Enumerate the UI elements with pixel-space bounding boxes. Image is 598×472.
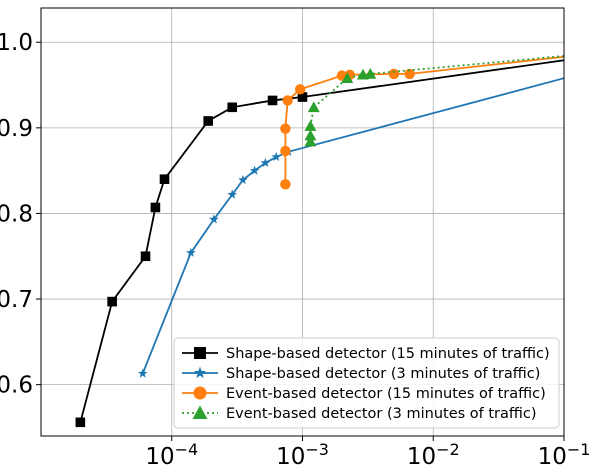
legend-marker — [192, 405, 208, 419]
legend: Shape-based detector (15 minutes of traf… — [173, 337, 560, 429]
data-point — [140, 251, 151, 262]
data-point — [304, 135, 317, 147]
data-point — [271, 151, 282, 162]
series-layer — [75, 55, 565, 428]
data-point — [297, 92, 308, 102]
data-point — [341, 72, 354, 83]
legend-label: Shape-based detector (3 minutes of traff… — [226, 366, 540, 382]
x-tick-label: 10−4 — [145, 440, 198, 470]
legend-item-shape-based-detector-15-minutes-of-traffic: Shape-based detector (15 minutes of traf… — [182, 346, 550, 362]
data-point — [280, 145, 291, 157]
series-event-based-detector-15-minutes-of-traffic — [280, 55, 565, 190]
y-tick-label: 0.8 — [0, 201, 33, 227]
series-shape-based-detector-3-minutes-of-traffic — [137, 77, 565, 378]
data-point — [150, 202, 161, 213]
data-point — [304, 120, 317, 131]
data-point — [307, 101, 320, 113]
y-tick-label: 0.9 — [0, 116, 33, 142]
legend-marker — [193, 386, 207, 400]
data-point — [209, 214, 219, 224]
series-line — [284, 55, 565, 185]
y-tick-label: 0.7 — [0, 287, 33, 313]
legend-marker — [193, 366, 207, 379]
legend-box — [173, 337, 560, 429]
x-tick-label: 10−1 — [538, 440, 591, 470]
data-point — [304, 129, 317, 141]
tick-labels: 0.6 0.7 0.8 0.9 1.0 10−4 10−3 10−2 10−1 — [0, 30, 590, 470]
legend-marker — [194, 347, 206, 359]
legend-label: Shape-based detector (15 minutes of traf… — [226, 346, 550, 362]
data-point — [388, 68, 400, 80]
x-tick-label: 10−3 — [276, 440, 329, 470]
data-point — [249, 165, 260, 175]
data-point — [227, 102, 238, 113]
data-point — [186, 247, 196, 257]
legend-label: Event-based detector (3 minutes of traff… — [226, 406, 537, 422]
data-point — [227, 189, 238, 199]
axes — [36, 7, 565, 441]
legend-item-shape-based-detector-3-minutes-of-traffic: Shape-based detector (3 minutes of traff… — [182, 366, 540, 382]
y-tick-label: 0.6 — [0, 373, 33, 399]
data-point — [203, 116, 213, 126]
data-point — [280, 179, 291, 190]
legend-label: Event-based detector (15 minutes of traf… — [226, 386, 546, 402]
legend-item-event-based-detector-15-minutes-of-traffic: Event-based detector (15 minutes of traf… — [182, 386, 546, 402]
data-point — [267, 95, 278, 106]
data-point — [404, 68, 415, 80]
data-point — [364, 67, 377, 79]
legend-item-event-based-detector-3-minutes-of-traffic: Event-based detector (3 minutes of traff… — [182, 405, 537, 422]
data-point — [238, 175, 248, 185]
series-line — [309, 55, 565, 142]
data-point — [294, 84, 306, 95]
data-point — [137, 368, 148, 378]
data-point — [75, 417, 86, 428]
data-point — [282, 95, 293, 106]
data-point — [260, 157, 271, 168]
y-tick-label: 1.0 — [0, 30, 33, 56]
data-point — [280, 123, 291, 134]
data-point — [107, 296, 117, 307]
x-tick-label: 10−2 — [407, 440, 460, 470]
series-event-based-detector-3-minutes-of-traffic — [304, 55, 565, 147]
data-point — [159, 174, 170, 184]
